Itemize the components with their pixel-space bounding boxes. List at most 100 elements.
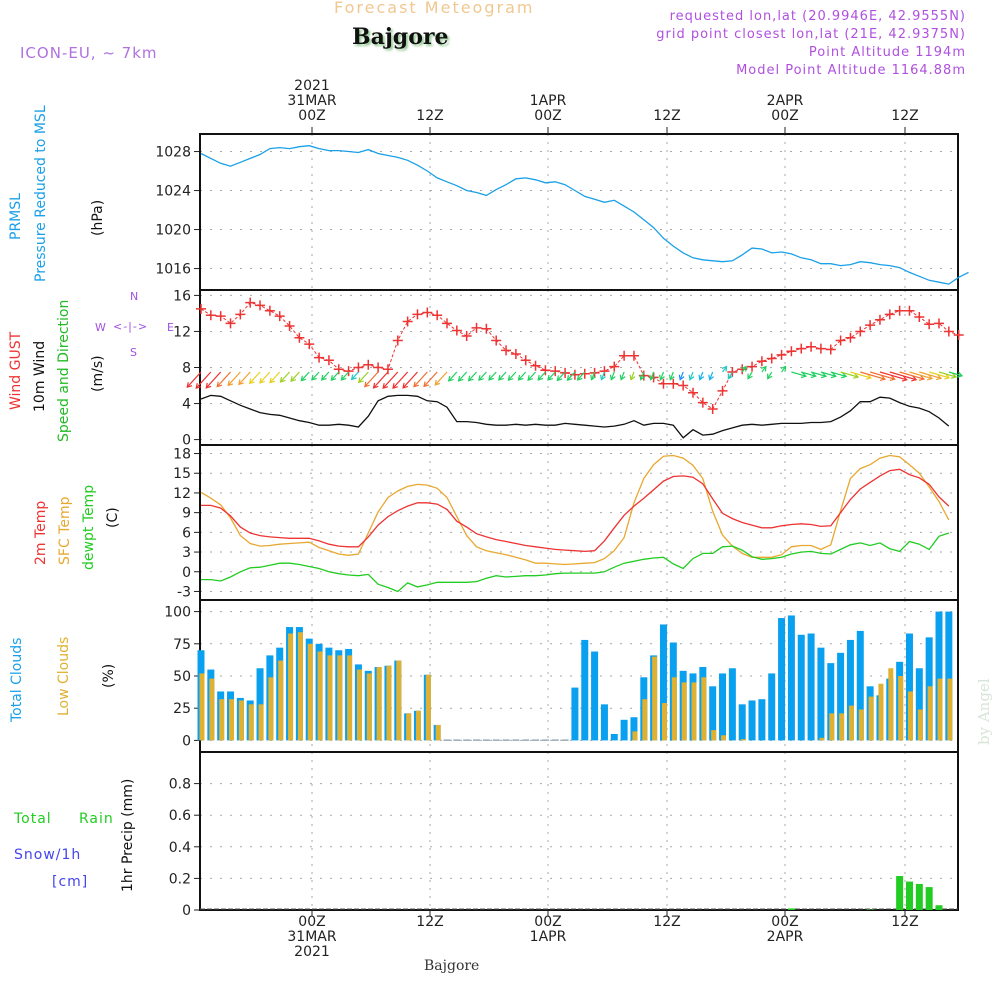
wind-arrow-head	[527, 375, 534, 382]
total-cloud-bar	[915, 668, 923, 741]
gust-marker	[274, 311, 285, 322]
low-cloud-bar	[278, 660, 284, 741]
y-tick-label: 1028	[155, 145, 191, 161]
wind-arrow	[518, 371, 527, 381]
compass-e: E	[167, 321, 174, 334]
wind-arrow	[434, 371, 448, 386]
gust-marker	[501, 345, 512, 356]
dewpoint-line	[201, 532, 950, 593]
low-cloud-bar	[199, 673, 205, 741]
wind-arrow-head	[402, 382, 409, 389]
gust-marker	[520, 355, 531, 366]
wind-arrow-head	[340, 374, 347, 381]
wind-arrow	[537, 371, 546, 381]
compass-n: N	[130, 290, 139, 303]
wind-arrow-head	[865, 373, 872, 380]
gust-marker	[806, 341, 817, 352]
total-cloud-bar	[541, 739, 549, 741]
gust-marker	[442, 318, 452, 329]
y-tick-label: 18	[173, 447, 191, 463]
gust-marker	[943, 326, 954, 337]
low-cloud-bar	[209, 678, 215, 741]
low-cloud-bar	[661, 703, 667, 741]
gust-marker	[432, 310, 443, 321]
total-cloud-bar	[591, 651, 599, 741]
bottom-time-label: 12Z	[870, 915, 940, 930]
gust-marker	[363, 359, 374, 370]
wind-arrow	[269, 371, 281, 384]
wind-arrow-head	[688, 374, 695, 381]
wind-arrow	[413, 371, 428, 388]
gust-marker	[461, 330, 472, 341]
time-label-line: 12Z	[891, 914, 919, 930]
footer-location: Bajgore	[424, 958, 480, 974]
total-cloud-bar	[719, 673, 727, 741]
y-tick-label: 3	[182, 545, 191, 561]
wind-arrow-head	[727, 373, 734, 380]
wind-arrow	[899, 371, 925, 380]
low-cloud-bar	[642, 699, 648, 741]
total-cloud-bar	[837, 652, 845, 741]
low-cloud-bar	[415, 710, 421, 741]
wind-arrow	[689, 371, 694, 380]
legend-cm: [cm]	[52, 874, 89, 890]
wind-arrow-head	[761, 365, 767, 372]
time-label-line: 00Z	[298, 914, 326, 930]
gust-marker	[550, 366, 561, 377]
total-cloud-bar	[473, 739, 481, 741]
low-cloud-bar	[327, 655, 333, 741]
total-cloud-bar	[905, 633, 913, 741]
low-cloud-bar	[406, 713, 412, 741]
gust-marker	[904, 305, 915, 316]
gust-marker	[865, 320, 876, 331]
low-cloud-bar	[898, 676, 904, 741]
wind-arrow-head	[649, 374, 655, 381]
wind-arrow-head	[889, 375, 896, 382]
wind-arrow	[468, 371, 477, 382]
gust-marker	[579, 368, 590, 379]
sfc-temp-line	[200, 454, 950, 566]
low-cloud-bar	[858, 709, 864, 741]
wind-arrow	[216, 371, 231, 388]
gust-marker	[304, 339, 315, 350]
gust-marker	[884, 309, 895, 320]
total-cloud-bar	[463, 739, 471, 741]
total-cloud-bar	[482, 739, 490, 741]
low-cloud-bar	[425, 674, 431, 741]
total-cloud-bar	[856, 630, 864, 741]
gust-marker	[481, 323, 492, 334]
wind-arrow-head	[238, 379, 244, 386]
y-tick-label: 75	[173, 637, 191, 653]
compass-w: W	[95, 321, 106, 334]
bottom-time-label: 00Z 2APR	[750, 915, 820, 945]
wind-arrow	[300, 371, 310, 382]
gust-marker	[205, 310, 216, 321]
low-cloud-bar	[347, 655, 353, 741]
low-cloud-bar	[288, 633, 294, 741]
wind-arrow-head	[678, 374, 685, 381]
location-title: Bajgore	[352, 24, 449, 50]
wind-arrow-head	[721, 365, 728, 372]
wind-arrow-head	[741, 365, 747, 372]
wind-arrow-head	[957, 371, 964, 378]
wind-arrow	[610, 371, 615, 380]
requested-coords: requested lon,lat (20.9946E, 42.9555N)	[669, 9, 966, 24]
wind-arrow-head	[911, 375, 918, 382]
wind-arrow-head	[457, 375, 464, 382]
total-cloud-bar	[571, 687, 579, 741]
precip-bar	[896, 876, 904, 910]
low-cloud-bar	[258, 704, 264, 741]
gust-marker	[786, 346, 797, 357]
wind-arrow-head	[413, 381, 420, 388]
wind-arrow-head	[364, 381, 370, 388]
wind-arrow-head	[747, 373, 753, 380]
time-label-line: 12Z	[416, 914, 444, 930]
wind-arrow	[364, 371, 379, 388]
wind-arrow	[948, 371, 963, 377]
y-tick-label: 0	[182, 903, 191, 919]
gust-marker	[353, 362, 364, 373]
gust-marker	[412, 309, 423, 320]
wind-arrow-head	[767, 373, 773, 380]
wind-arrow-head	[330, 375, 337, 382]
wind-arrow-head	[698, 374, 705, 381]
